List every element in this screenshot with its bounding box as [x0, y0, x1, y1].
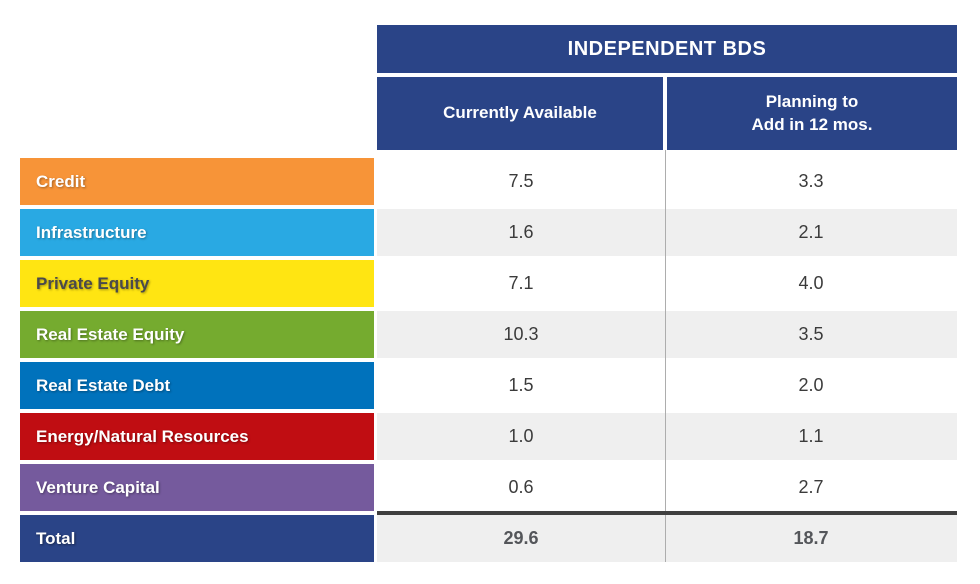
cell-total-currently-available: 29.6: [503, 528, 539, 548]
cell-planning-to-add: 1.1: [798, 426, 824, 446]
table-row: Real Estate Equity 10.3 3.5: [20, 311, 957, 358]
column-header-currently-available: Currently Available: [377, 77, 663, 150]
table-row: Credit 7.5 3.3: [20, 158, 957, 205]
cell-currently-available: 10.3: [503, 324, 539, 344]
cell-currently-available: 0.6: [508, 477, 534, 497]
column-header-label: Currently Available: [443, 103, 597, 123]
total-separator-line: [377, 511, 957, 515]
column-header-planning-to-add: Planning to Add in 12 mos.: [667, 77, 957, 150]
cell-currently-available: 1.6: [508, 222, 534, 242]
cell-planning-to-add: 3.3: [798, 171, 824, 191]
table-row: Private Equity 7.1 4.0: [20, 260, 957, 307]
row-label: Real Estate Equity: [20, 311, 374, 358]
row-values: 0.6 2.7: [377, 464, 957, 511]
row-label: Credit: [20, 158, 374, 205]
row-values: 7.5 3.3: [377, 158, 957, 205]
cell-planning-to-add: 4.0: [798, 273, 824, 293]
row-label: Infrastructure: [20, 209, 374, 256]
table-body: Credit 7.5 3.3 Infrastructure 1.6 2.1 Pr…: [20, 158, 957, 566]
row-values: 10.3 3.5: [377, 311, 957, 358]
column-header-label-line1: Planning to: [765, 92, 859, 112]
column-header-label-line2: Add in 12 mos.: [751, 114, 873, 134]
total-label: Total: [20, 515, 374, 562]
column-divider: [665, 150, 666, 562]
cell-planning-to-add: 2.1: [798, 222, 824, 242]
table-row: Real Estate Debt 1.5 2.0: [20, 362, 957, 409]
cell-planning-to-add: 3.5: [798, 324, 824, 344]
cell-total-planning-to-add: 18.7: [793, 528, 829, 548]
row-label: Energy/Natural Resources: [20, 413, 374, 460]
cell-currently-available: 1.0: [508, 426, 534, 446]
cell-planning-to-add: 2.0: [798, 375, 824, 395]
row-label: Real Estate Debt: [20, 362, 374, 409]
row-label: Venture Capital: [20, 464, 374, 511]
row-values: 1.0 1.1: [377, 413, 957, 460]
cell-currently-available: 7.1: [508, 273, 534, 293]
table-row: Infrastructure 1.6 2.1: [20, 209, 957, 256]
total-values: 29.6 18.7: [377, 511, 957, 562]
row-values: 7.1 4.0: [377, 260, 957, 307]
table-title: INDEPENDENT BDS: [377, 25, 957, 73]
table-row: Energy/Natural Resources 1.0 1.1: [20, 413, 957, 460]
table-row: Venture Capital 0.6 2.7: [20, 464, 957, 511]
cell-currently-available: 7.5: [508, 171, 534, 191]
cell-currently-available: 1.5: [508, 375, 534, 395]
row-label: Private Equity: [20, 260, 374, 307]
cell-planning-to-add: 2.7: [798, 477, 824, 497]
row-values: 1.6 2.1: [377, 209, 957, 256]
row-values: 1.5 2.0: [377, 362, 957, 409]
table-row-total: Total 29.6 18.7: [20, 511, 957, 562]
